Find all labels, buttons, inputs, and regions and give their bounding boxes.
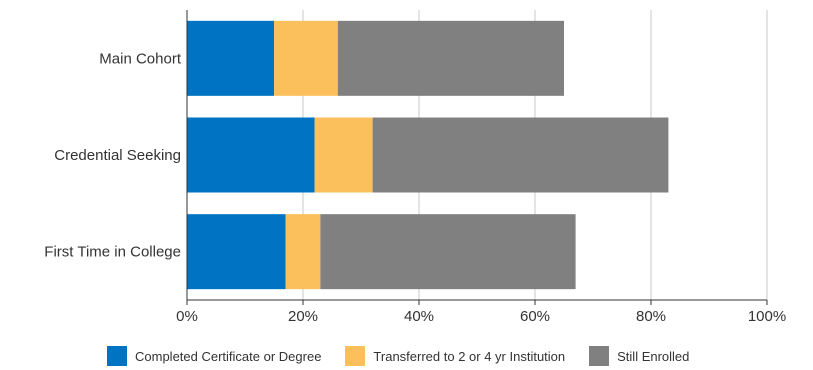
x-tick-labels: 0% 20% 40% 60% 80% 100% <box>176 308 786 325</box>
bar-segment <box>314 117 373 193</box>
category-label: First Time in College <box>44 244 181 261</box>
category-labels: Main Cohort Credential Seeking First Time … <box>44 50 182 260</box>
x-tick-label: 40% <box>404 308 434 325</box>
category-label: Main Cohort <box>99 50 182 67</box>
legend-item: Still Enrolled <box>589 346 689 366</box>
bar-segment <box>187 20 274 96</box>
legend: Completed Certificate or Degree Transferr… <box>107 346 689 366</box>
bar-segment <box>187 117 315 193</box>
bar-segment <box>372 117 669 193</box>
legend-swatch <box>345 346 366 366</box>
bar-segment <box>337 20 564 96</box>
bar-segment <box>274 20 338 96</box>
x-tick-label: 20% <box>288 308 318 325</box>
bars <box>187 20 669 290</box>
legend-label: Still Enrolled <box>617 348 690 364</box>
legend-label: Transferred to 2 or 4 yr Institution <box>373 348 566 364</box>
category-label: Credential Seeking <box>54 147 181 164</box>
bar-segment <box>187 214 286 290</box>
legend-swatch <box>589 346 610 366</box>
x-tick-label: 0% <box>176 308 198 325</box>
x-tick-label: 60% <box>520 308 550 325</box>
x-tick-label: 80% <box>636 308 666 325</box>
x-tick-label: 100% <box>748 308 786 325</box>
axes <box>186 10 768 305</box>
legend-label: Completed Certificate or Degree <box>135 348 322 364</box>
legend-item: Transferred to 2 or 4 yr Institution <box>345 346 565 366</box>
bar-segment <box>285 214 321 290</box>
bar-segment <box>320 214 576 290</box>
legend-item: Completed Certificate or Degree <box>107 346 321 366</box>
legend-swatch <box>107 346 127 366</box>
